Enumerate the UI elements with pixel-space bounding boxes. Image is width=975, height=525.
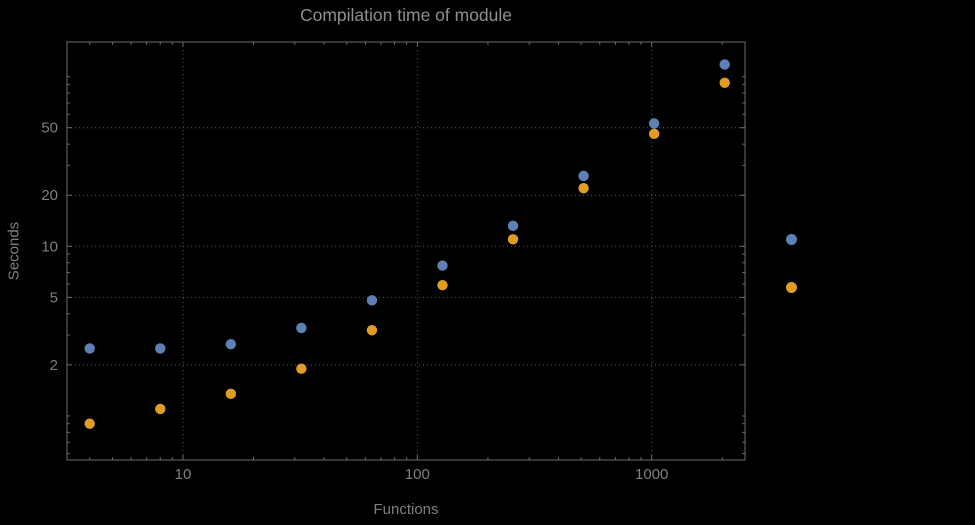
data-point-blue: [507, 220, 519, 232]
data-point-orange: [84, 418, 95, 429]
x-tick-label: 1000: [635, 466, 668, 483]
data-point-orange: [437, 279, 448, 291]
data-point-blue: [296, 322, 307, 334]
data-point-orange: [225, 388, 237, 400]
y-tick-label: 10: [41, 238, 58, 255]
data-point-blue: [225, 338, 237, 350]
legend-marker-orange: [786, 282, 797, 293]
y-tick-label: 5: [50, 289, 58, 306]
data-point-blue: [719, 59, 730, 70]
y-tick-label: 20: [41, 187, 58, 204]
y-tick-label: 50: [41, 120, 58, 137]
data-point-orange: [578, 182, 589, 194]
legend-marker-blue: [786, 234, 797, 245]
data-point-blue: [155, 343, 166, 354]
data-point-orange: [507, 234, 519, 245]
data-point-orange: [296, 363, 307, 374]
data-point-orange: [648, 128, 660, 140]
x-tick-label: 100: [405, 466, 430, 483]
data-point-blue: [84, 343, 95, 354]
x-axis-label: Functions: [373, 501, 439, 518]
y-tick-label: 2: [50, 357, 58, 374]
data-point-orange: [155, 403, 166, 415]
plot-frame: [66, 41, 746, 461]
chart-title: Compilation time of module: [299, 5, 513, 25]
data-point-blue: [366, 295, 378, 306]
data-point-orange: [719, 77, 730, 88]
data-point-blue: [648, 118, 660, 129]
data-point-blue: [578, 170, 589, 182]
x-tick-label: 10: [175, 466, 192, 483]
data-point-orange: [366, 325, 378, 336]
data-point-blue: [437, 260, 448, 271]
